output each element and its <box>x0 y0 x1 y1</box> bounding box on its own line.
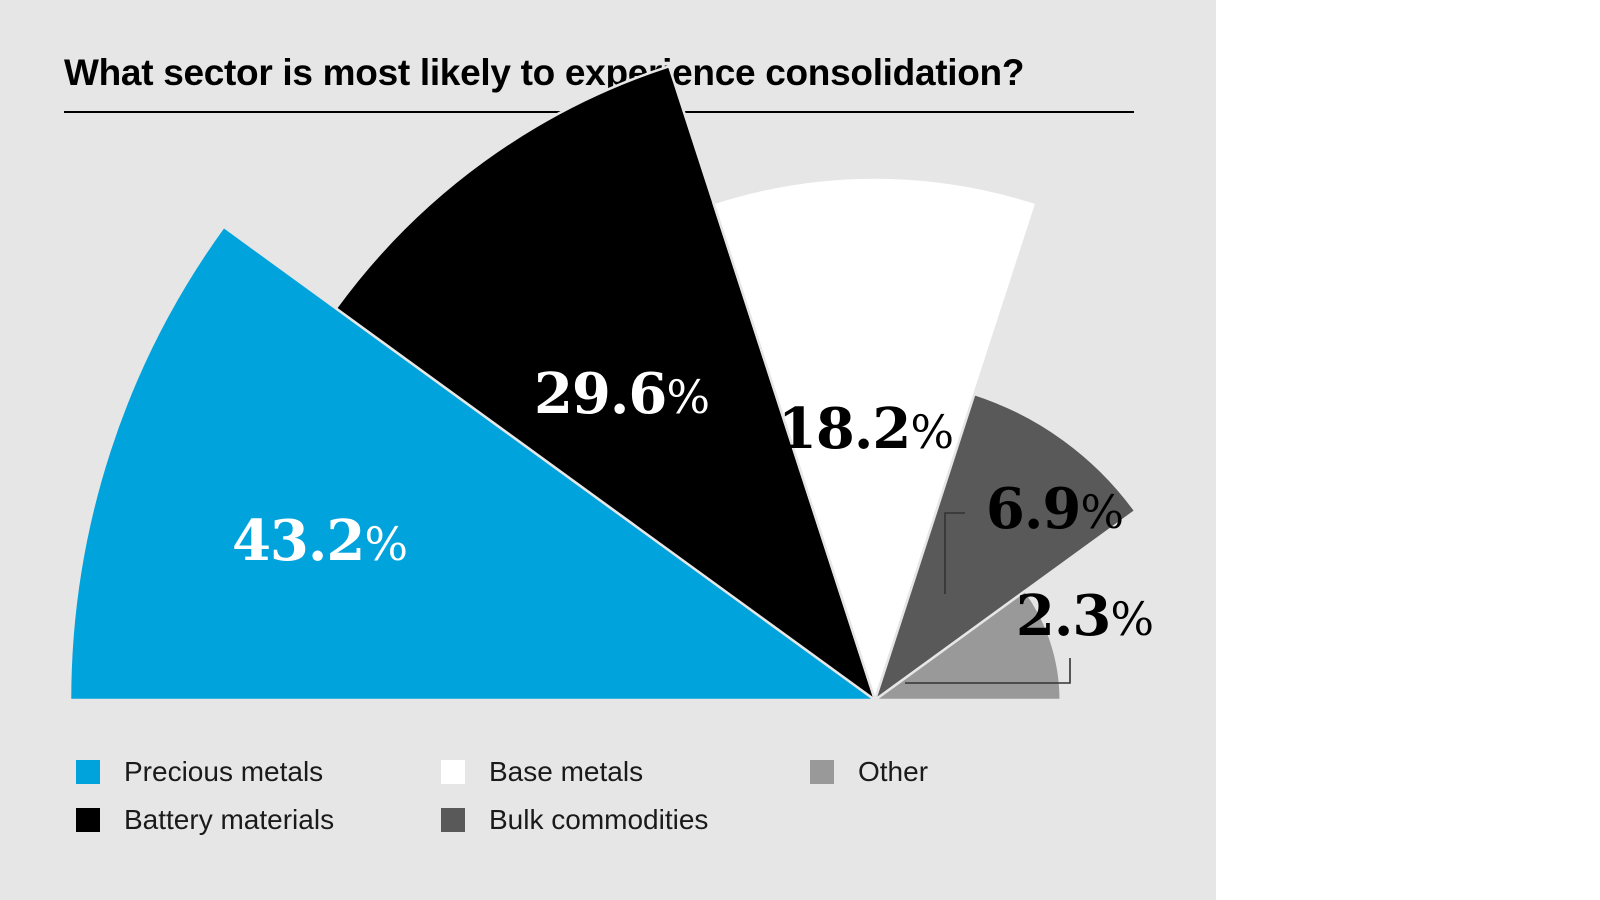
legend-label: Other <box>858 756 929 787</box>
rose-chart: 43.2% 29.6% 18.2% 6.9% 2.3% <box>68 65 1154 702</box>
legend-label: Battery materials <box>124 804 335 835</box>
legend-swatch-other <box>810 760 834 784</box>
value-label-bulk-commodities: 6.9% <box>986 476 1124 542</box>
legend-swatch-precious-metals <box>76 760 100 784</box>
legend-item-precious-metals: Precious metals <box>76 756 323 788</box>
legend-swatch-bulk-commodities <box>441 808 465 832</box>
value-label-base-metals: 18.2% <box>778 396 954 462</box>
legend-item-other: Other <box>810 756 928 788</box>
chart-legend: Precious metals Battery materials Base m… <box>76 756 1176 866</box>
value-label-precious-metals: 43.2% <box>232 508 408 574</box>
legend-swatch-battery-materials <box>76 808 100 832</box>
legend-label: Bulk commodities <box>489 804 709 835</box>
legend-label: Precious metals <box>124 756 324 787</box>
legend-swatch-base-metals <box>441 760 465 784</box>
leader-line-bulk-commodities <box>944 512 965 594</box>
legend-label: Base metals <box>489 756 644 787</box>
slice-battery-materials <box>334 65 877 702</box>
slice-bulk-commodities <box>873 392 1137 702</box>
chart-title: What sector is most likely to experience… <box>64 52 1025 93</box>
legend-item-bulk-commodities: Bulk commodities <box>441 804 708 836</box>
value-label-battery-materials: 29.6% <box>534 361 710 427</box>
legend-item-base-metals: Base metals <box>441 756 643 788</box>
leader-line-other <box>905 658 1071 684</box>
legend-item-battery-materials: Battery materials <box>76 804 334 836</box>
slice-base-metals <box>712 176 1038 702</box>
slice-other <box>873 589 1062 702</box>
slice-precious-metals <box>68 225 877 702</box>
value-label-other: 2.3% <box>1016 583 1154 649</box>
